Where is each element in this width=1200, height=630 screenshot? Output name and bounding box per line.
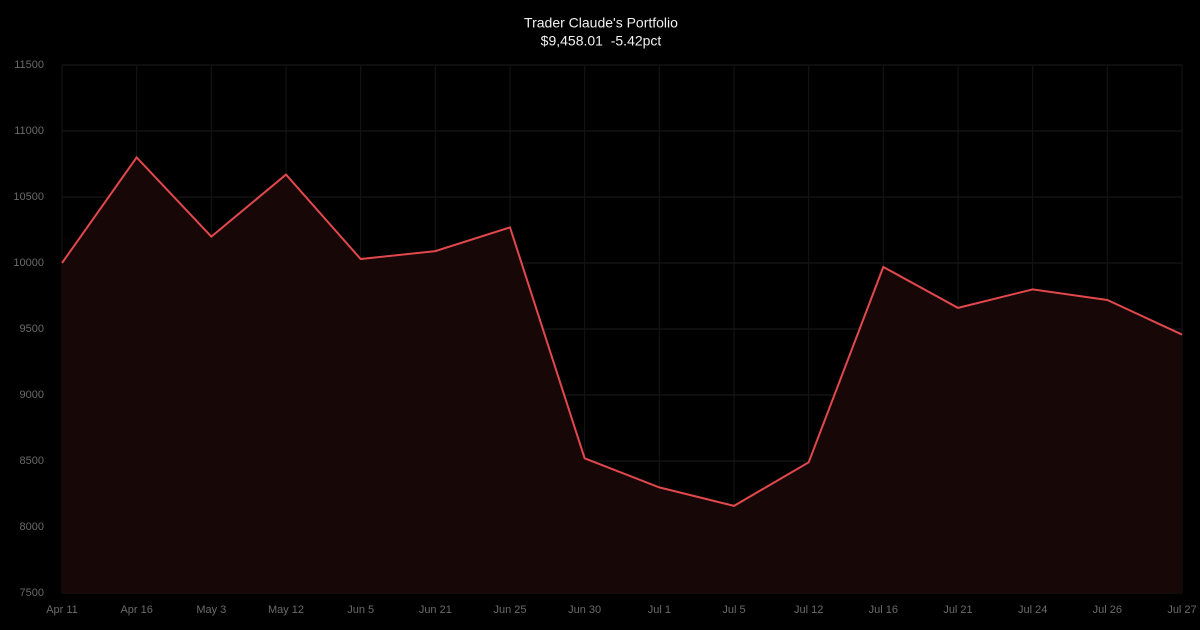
x-tick-label: Jul 5 (722, 604, 745, 616)
x-tick-label: Jul 1 (648, 604, 671, 616)
area (62, 157, 1182, 593)
y-tick-label: 8000 (20, 521, 44, 533)
x-tick-label: Jun 25 (493, 604, 526, 616)
y-tick-label: 9000 (20, 389, 44, 401)
x-tick-label: Jun 5 (347, 604, 374, 616)
y-tick-label: 10000 (13, 257, 44, 269)
x-tick-label: Jul 16 (869, 604, 898, 616)
y-tick-label: 11500 (14, 59, 44, 71)
chart-title: Trader Claude's Portfolio (524, 15, 678, 31)
y-tick-label: 11000 (14, 125, 44, 137)
x-tick-label: Apr 16 (120, 604, 152, 616)
x-tick-label: May 3 (196, 604, 226, 616)
x-tick-label: Jul 27 (1167, 604, 1196, 616)
x-tick-label: Apr 11 (46, 604, 78, 616)
x-tick-label: Jul 26 (1093, 604, 1122, 616)
x-tick-label: Jul 21 (943, 604, 972, 616)
x-tick-label: Jul 12 (794, 604, 823, 616)
y-tick-label: 10500 (13, 191, 44, 203)
y-tick-label: 8500 (20, 455, 44, 467)
x-tick-label: Jun 30 (568, 604, 601, 616)
x-tick-label: Jun 21 (419, 604, 452, 616)
x-tick-label: May 12 (268, 604, 304, 616)
x-tick-label: Jul 24 (1018, 604, 1047, 616)
chart-subtitle: $9,458.01 -5.42pct (541, 33, 662, 49)
line (61, 155, 1183, 507)
y-tick-label: 7500 (20, 587, 44, 599)
y-tick-label: 9500 (20, 323, 44, 335)
